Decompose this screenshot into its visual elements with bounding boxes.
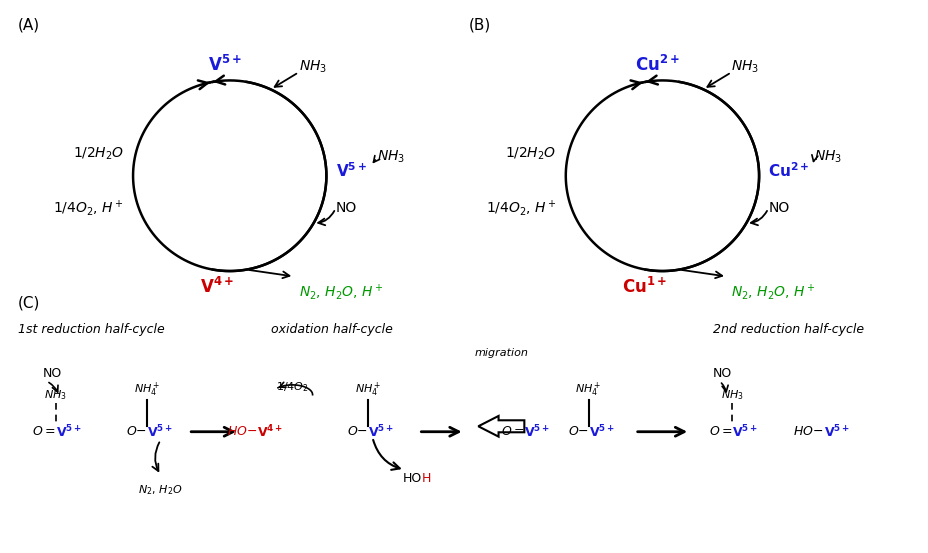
Text: $O{=}$: $O{=}$: [32, 425, 56, 438]
Text: $NH_3$: $NH_3$: [299, 59, 327, 75]
Text: $O{-}$: $O{-}$: [346, 425, 367, 438]
Text: 1st reduction half-cycle: 1st reduction half-cycle: [18, 323, 164, 336]
Text: NO: NO: [335, 201, 356, 216]
Text: $O{=}$: $O{=}$: [708, 425, 731, 438]
FancyArrow shape: [478, 416, 523, 437]
Text: $\bf{V^{5+}}$: $\bf{V^{5+}}$: [56, 424, 82, 440]
Text: $NH_3$: $NH_3$: [730, 59, 759, 75]
Text: $\bf{V^{5+}}$: $\bf{V^{5+}}$: [367, 424, 393, 440]
Text: (B): (B): [469, 18, 491, 33]
Text: $\bf{V^{5+}}$: $\bf{V^{5+}}$: [335, 161, 367, 180]
Text: $HO{-}$: $HO{-}$: [793, 425, 823, 438]
Text: $1/4O_2$, $H^+$: $1/4O_2$, $H^+$: [53, 199, 123, 218]
Text: $NH_3$: $NH_3$: [814, 148, 842, 165]
Text: NO: NO: [767, 201, 789, 216]
Text: $NH_4^+$: $NH_4^+$: [134, 381, 160, 399]
Text: $\bf{V^{5+}}$: $\bf{V^{5+}}$: [208, 55, 242, 75]
Text: $\bf{V^{5+}}$: $\bf{V^{5+}}$: [523, 424, 549, 440]
Text: $\bf{Cu^{1+}}$: $\bf{Cu^{1+}}$: [622, 276, 666, 296]
Text: (C): (C): [18, 295, 40, 311]
Text: migration: migration: [474, 348, 528, 358]
Text: (A): (A): [18, 18, 40, 33]
Text: $\bf{V^{4+}}$: $\bf{V^{4+}}$: [200, 276, 234, 296]
Text: $\bf{V^{5+}}$: $\bf{V^{5+}}$: [588, 424, 614, 440]
Text: $NH_3$: $NH_3$: [720, 388, 743, 402]
Text: $\bf{V^{5+}}$: $\bf{V^{5+}}$: [731, 424, 757, 440]
Text: NO: NO: [713, 367, 731, 380]
Text: H: H: [421, 472, 432, 484]
Text: oxidation half-cycle: oxidation half-cycle: [271, 323, 393, 336]
Text: HO: HO: [403, 472, 421, 484]
Text: $N_2$, $H_2O$: $N_2$, $H_2O$: [138, 483, 183, 497]
Text: $1/2H_2O$: $1/2H_2O$: [505, 146, 556, 162]
Text: $\bf{Cu^{2+}}$: $\bf{Cu^{2+}}$: [635, 55, 679, 75]
Text: $1/2H_2O$: $1/2H_2O$: [72, 146, 123, 162]
Text: NO: NO: [43, 367, 62, 380]
Text: $\bf{V^{5+}}$: $\bf{V^{5+}}$: [147, 424, 173, 440]
Text: $N_2$, $H_2O$, $H^+$: $N_2$, $H_2O$, $H^+$: [299, 282, 383, 301]
Text: $\bf{V^{4+}}$: $\bf{V^{4+}}$: [257, 424, 283, 440]
Text: $NH_4^+$: $NH_4^+$: [354, 381, 380, 399]
Text: $NH_3$: $NH_3$: [377, 148, 405, 165]
Text: $O{=}$: $O{=}$: [500, 425, 523, 438]
Text: 2nd reduction half-cycle: 2nd reduction half-cycle: [713, 323, 863, 336]
Text: $\bf{V^{5+}}$: $\bf{V^{5+}}$: [823, 424, 848, 440]
Text: $NH_3$: $NH_3$: [45, 388, 67, 402]
Text: $NH_4^+$: $NH_4^+$: [574, 381, 601, 399]
Text: $1/4O_2$: $1/4O_2$: [276, 380, 308, 394]
Text: $1/4O_2$, $H^+$: $1/4O_2$, $H^+$: [485, 199, 556, 218]
Text: $N_2$, $H_2O$, $H^+$: $N_2$, $H_2O$, $H^+$: [730, 282, 816, 301]
Text: $\bf{Cu^{2+}}$: $\bf{Cu^{2+}}$: [767, 161, 809, 180]
Text: $O{-}$: $O{-}$: [126, 425, 147, 438]
Text: $O{-}$: $O{-}$: [567, 425, 588, 438]
Text: $HO{-}$: $HO{-}$: [226, 425, 257, 438]
